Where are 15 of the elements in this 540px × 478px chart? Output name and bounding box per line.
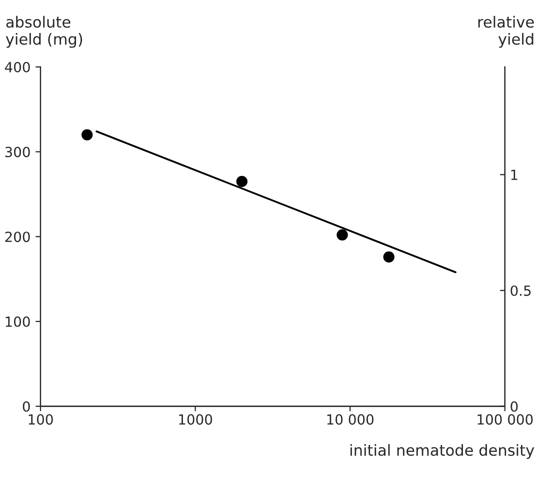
y-tick-label: 200 (5, 232, 30, 242)
y-tick-label: 0 (22, 401, 30, 412)
x-tick-label: 100 (28, 414, 53, 425)
y-tick-label: 300 (5, 146, 30, 158)
x-tick-label: 100 000 (478, 414, 533, 425)
y2-tick-label: 1 (511, 170, 518, 180)
y-tick-label: 400 (4, 62, 30, 72)
y2-axis-title: relative yield (478, 16, 534, 48)
x-axis-title: initial nematode density (350, 444, 534, 459)
y2-tick-label: 0 (510, 401, 518, 412)
y2-tick-label: 0.5 (510, 285, 531, 296)
y-axis-title: absolute yield (mg) (6, 16, 82, 48)
x-tick-label: 10 000 (327, 414, 374, 425)
x-tick-label: 1000 (179, 414, 212, 425)
y-tick-label: 100 (6, 316, 30, 327)
